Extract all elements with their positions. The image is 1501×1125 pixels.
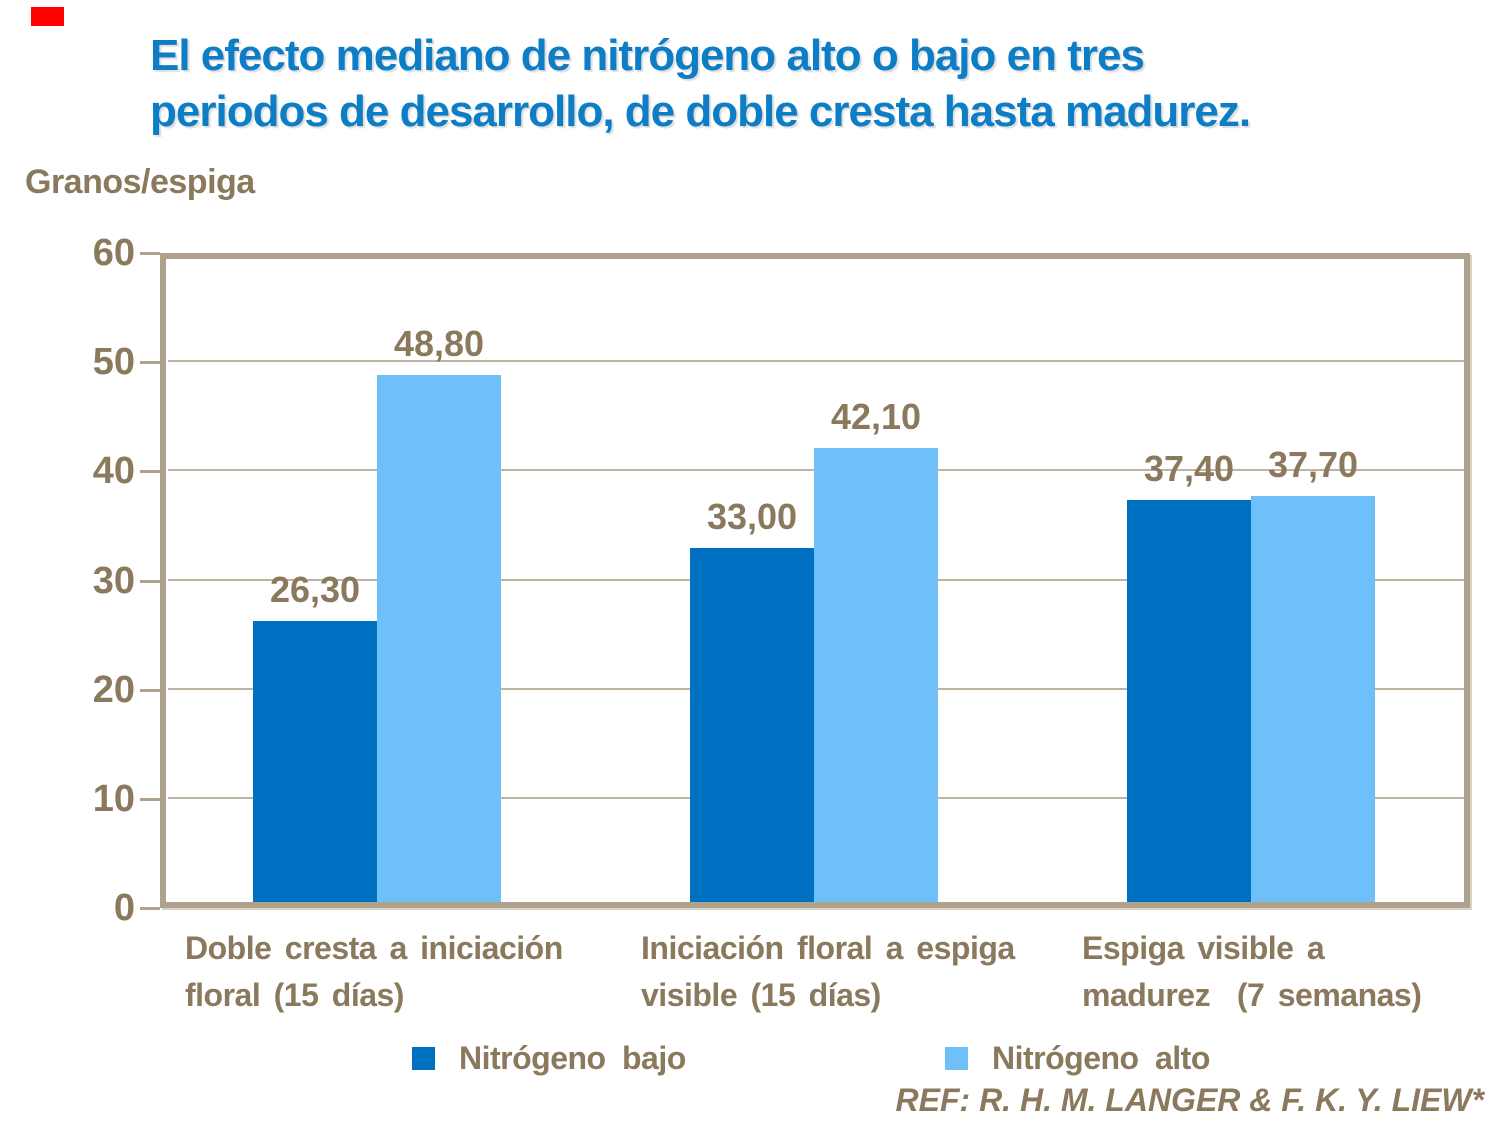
- category-label-group1: Doble cresta a iniciación floral (15 días…: [185, 925, 563, 1019]
- legend-swatch-alto: [945, 1047, 968, 1070]
- y-tick-mark-50: [140, 361, 160, 365]
- y-tick-label-20: 20: [92, 668, 135, 711]
- category-label-group2: Iniciación floral a espiga visible (15 dí…: [641, 925, 1015, 1019]
- legend-swatch-bajo: [412, 1047, 435, 1070]
- y-axis-title: Granos/espiga: [25, 163, 255, 201]
- category-label-group3: Espiga visible a madurez (7 semanas): [1082, 925, 1422, 1019]
- y-tick-label-0: 0: [113, 887, 135, 929]
- bar-value-label-alto-group1: 48,80: [393, 323, 485, 365]
- legend-item-nitrogeno-bajo: Nitrógeno bajo: [412, 1040, 686, 1077]
- reference-citation: REF: R. H. M. LANGER & F. K. Y. LIEW*: [895, 1082, 1484, 1118]
- x-axis-labels: Doble cresta a iniciación floral (15 días…: [160, 925, 1470, 1025]
- bar-nitrogeno-alto-group2: [814, 448, 938, 908]
- legend-label-alto: Nitrógeno alto: [992, 1040, 1210, 1076]
- y-tick-label-60: 60: [92, 232, 135, 274]
- legend: Nitrógeno bajo Nitrógeno alto: [0, 1040, 1501, 1080]
- y-tick-label-10: 10: [92, 777, 135, 820]
- y-tick-mark-40: [140, 470, 160, 474]
- bar-nitrogeno-bajo-group3: [1127, 499, 1251, 908]
- y-tick-label-30: 30: [92, 559, 135, 602]
- legend-item-nitrogeno-alto: Nitrógeno alto: [945, 1040, 1210, 1077]
- bar-value-label-bajo-group3: 37,40: [1143, 447, 1235, 489]
- y-tick-mark-10: [140, 797, 160, 801]
- red-accent-rectangle: [31, 7, 64, 26]
- y-tick-mark-0: [140, 907, 160, 910]
- bar-nitrogeno-bajo-group1: [253, 620, 377, 908]
- bar-value-label-alto-group3: 37,70: [1267, 444, 1359, 486]
- y-tick-mark-60: [140, 252, 160, 255]
- plot-area: 26,30 33,00 37,40 48,80 42,10 37,70: [160, 253, 1470, 908]
- y-tick-label-40: 40: [92, 450, 135, 493]
- category-label-line: Espiga visible a: [1082, 930, 1325, 966]
- gridline-50: [160, 360, 1470, 363]
- chart-title-line1: El efecto mediano de nitrógeno alto o ba…: [150, 31, 1145, 80]
- bar-nitrogeno-bajo-group2: [690, 547, 814, 908]
- y-axis-ticks: 0 10 20 30 40 50 60: [40, 0, 135, 1125]
- category-label-line: floral (15 días): [185, 977, 404, 1013]
- bar-value-label-bajo-group1: 26,30: [269, 568, 361, 610]
- y-tick-mark-30: [140, 579, 160, 583]
- y-tick-label-50: 50: [92, 341, 135, 384]
- y-tick-mark-20: [140, 688, 160, 692]
- bar-nitrogeno-alto-group3: [1251, 496, 1375, 908]
- chart-title: El efecto mediano de nitrógeno alto o ba…: [150, 28, 1450, 140]
- category-label-line: Iniciación floral a espiga: [641, 930, 1015, 966]
- chart-title-line2: periodos de desarrollo, de doble cresta …: [150, 87, 1251, 136]
- bar-value-label-alto-group2: 42,10: [830, 396, 922, 438]
- bar-value-label-bajo-group2: 33,00: [706, 495, 798, 537]
- bar-nitrogeno-alto-group1: [377, 375, 501, 908]
- category-label-line: Doble cresta a iniciación: [185, 930, 563, 966]
- legend-label-bajo: Nitrógeno bajo: [459, 1040, 686, 1076]
- category-label-line: madurez (7 semanas): [1082, 977, 1422, 1013]
- category-label-line: visible (15 días): [641, 977, 881, 1013]
